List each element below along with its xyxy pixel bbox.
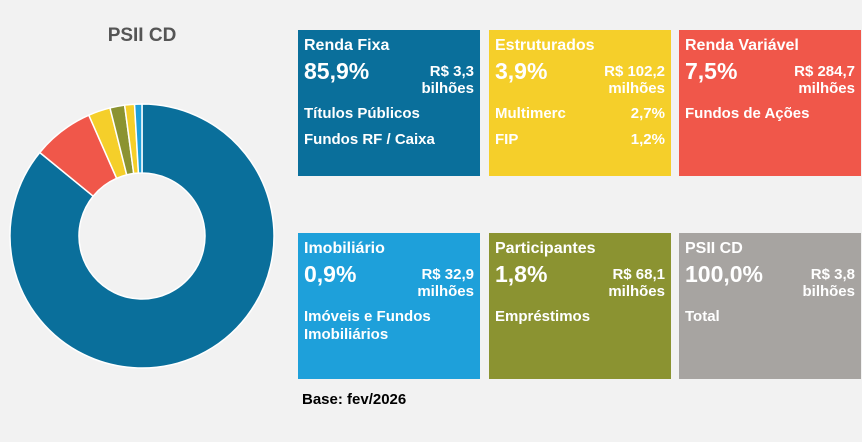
tile-figures: 3,9% R$ 102,2 milhões bbox=[495, 58, 665, 97]
tile-amount: R$ 3,8 bilhões bbox=[765, 266, 855, 300]
tile-figures: 0,9% R$ 32,9 milhões bbox=[304, 261, 474, 300]
tile-title: Estruturados bbox=[495, 37, 595, 54]
item-value: 2,7% bbox=[630, 105, 665, 122]
tile-item: Imóveis e Fundos Imobiliários bbox=[304, 308, 474, 344]
tile-amount: R$ 3,3 bilhões bbox=[384, 63, 474, 97]
tile-item: Fundos RF / Caixa bbox=[304, 131, 474, 149]
amount-unit: milhões bbox=[608, 80, 665, 97]
item-label: Títulos Públicos bbox=[304, 105, 420, 122]
amount-value: R$ 68,1 bbox=[612, 266, 665, 283]
donut-chart: PSII CD bbox=[9, 25, 275, 369]
tile-percent: 3,9% bbox=[495, 58, 548, 84]
tile: Imobiliário 0,9% R$ 32,9 milhões Imóveis e F… bbox=[298, 233, 480, 379]
tile-percent: 1,8% bbox=[495, 261, 548, 287]
tile: Renda Fixa 85,9% R$ 3,3 bilhões Títulos Públ… bbox=[298, 30, 480, 176]
tile-item: Multimerc 2,7% bbox=[495, 105, 665, 123]
amount-unit: bilhões bbox=[421, 80, 474, 97]
amount-value: R$ 32,9 bbox=[421, 266, 474, 283]
amount-value: R$ 3,8 bbox=[810, 266, 855, 283]
tile-item: Títulos Públicos bbox=[304, 105, 474, 123]
tile-percent: 85,9% bbox=[304, 58, 370, 84]
base-date: Base: fev/2026 bbox=[302, 391, 407, 408]
tile-title: Participantes bbox=[495, 240, 596, 257]
tile-item: Fundos de Ações bbox=[685, 105, 855, 123]
item-label: Multimerc bbox=[495, 105, 566, 122]
amount-value: R$ 3,3 bbox=[429, 63, 474, 80]
tile-title: Imobiliário bbox=[304, 240, 385, 257]
item-label: Empréstimos bbox=[495, 308, 591, 325]
tile: PSII CD 100,0% R$ 3,8 bilhões Total bbox=[679, 233, 861, 379]
item-label: Fundos RF / Caixa bbox=[304, 131, 435, 148]
chart-title: PSII CD bbox=[108, 25, 177, 46]
tile-item: Empréstimos bbox=[495, 308, 665, 326]
tile-percent: 100,0% bbox=[685, 261, 764, 287]
tile: Estruturados 3,9% R$ 102,2 milhões Multimerc… bbox=[489, 30, 671, 176]
amount-unit: milhões bbox=[798, 80, 855, 97]
tile-amount: R$ 102,2 milhões bbox=[575, 63, 665, 97]
item-label: Total bbox=[685, 308, 720, 325]
amount-value: R$ 102,2 bbox=[604, 63, 665, 80]
amount-unit: milhões bbox=[608, 283, 665, 300]
tile-item: Total bbox=[685, 308, 855, 326]
tile-figures: 7,5% R$ 284,7 milhões bbox=[685, 58, 855, 97]
amount-unit: bilhões bbox=[802, 283, 855, 300]
tile-figures: 100,0% R$ 3,8 bilhões bbox=[685, 261, 855, 300]
item-label: Imóveis e Fundos Imobiliários bbox=[304, 308, 431, 343]
tile: Renda Variável 7,5% R$ 284,7 milhões Fundos … bbox=[679, 30, 861, 176]
tile-amount: R$ 284,7 milhões bbox=[765, 63, 855, 97]
amount-value: R$ 284,7 bbox=[794, 63, 855, 80]
tile: Participantes 1,8% R$ 68,1 milhões Empréstim… bbox=[489, 233, 671, 379]
tile-percent: 7,5% bbox=[685, 58, 738, 84]
tile-amount: R$ 32,9 milhões bbox=[384, 266, 474, 300]
donut-segment bbox=[9, 103, 275, 369]
tile-title: PSII CD bbox=[685, 240, 743, 257]
item-label: FIP bbox=[495, 131, 519, 148]
item-label: Fundos de Ações bbox=[685, 105, 810, 122]
amount-unit: milhões bbox=[417, 283, 474, 300]
item-value: 1,2% bbox=[630, 131, 665, 148]
tile-percent: 0,9% bbox=[304, 261, 357, 287]
tile-item: FIP 1,2% bbox=[495, 131, 665, 149]
tile-title: Renda Fixa bbox=[304, 37, 390, 54]
tile-title: Renda Variável bbox=[685, 37, 799, 54]
tile-figures: 1,8% R$ 68,1 milhões bbox=[495, 261, 665, 300]
donut-segment bbox=[133, 103, 143, 174]
tile-figures: 85,9% R$ 3,3 bilhões bbox=[304, 58, 474, 97]
tile-amount: R$ 68,1 milhões bbox=[575, 266, 665, 300]
